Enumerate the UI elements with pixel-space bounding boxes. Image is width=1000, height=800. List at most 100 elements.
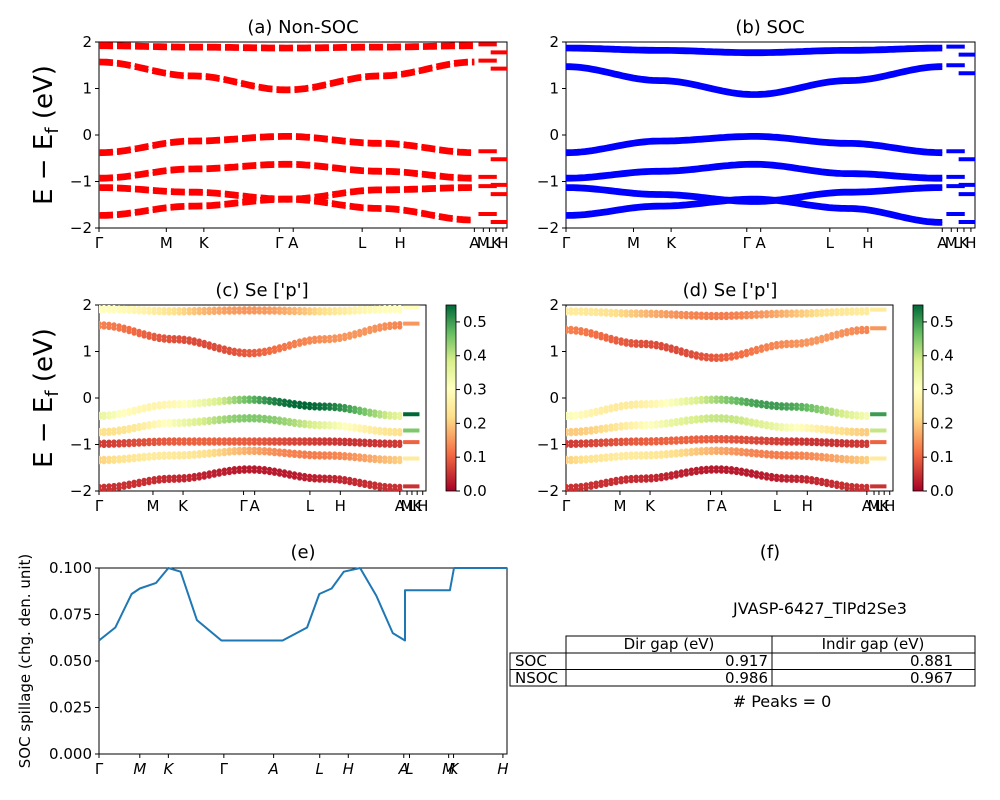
projection-dot [151,309,157,316]
projection-dot [241,398,247,404]
projection-dot [251,417,257,423]
projection-dot [291,440,298,446]
projection-dot [377,430,383,436]
projection-dot [568,442,574,448]
projection-dot [678,313,684,320]
projection-dot [151,479,157,485]
projection-dot [126,329,132,335]
projection-dot [608,426,614,432]
projection-dot [713,417,720,423]
projection-dot [261,399,268,405]
projection-dot [367,428,373,434]
projection-dot [794,426,800,432]
band-line [566,198,943,226]
projection-dot [211,472,217,478]
projection-dot [186,454,192,460]
projection-dot [236,398,242,405]
projection-dot [648,423,654,430]
projection-dot [623,454,629,461]
projection-dot [789,312,795,318]
projection-dot [201,310,207,316]
projection-dot [683,471,689,477]
projection-dot [748,350,755,356]
projection-dot [598,335,604,341]
projection-dot [583,331,589,337]
projection-dot [708,417,715,423]
projection-dot [216,440,222,446]
projection-dot [146,455,152,461]
projection-dot [834,483,840,489]
projection-dot [764,403,770,410]
projection-dot [297,310,303,316]
projection-dot [854,486,860,491]
projection-dot [206,419,212,425]
projection-dot [221,348,227,354]
projection-dot [864,328,870,335]
projection-dot [658,402,664,408]
projection-dot [779,312,785,318]
projection-dot [226,469,232,476]
projection-dot [307,440,313,446]
projection-dot [718,417,725,423]
projection-dot [859,310,865,316]
projection-dot [864,414,870,421]
projection-dot [633,477,639,483]
projection-dot [181,338,187,344]
projection-dot [608,480,614,487]
projection-dot [608,407,614,413]
projection-dot [824,409,830,415]
projection-dot [738,470,745,476]
projection-dot [116,429,122,435]
projection-dot [367,442,373,448]
projection-dot [854,442,860,448]
colorbar-c: 0.5 0.4 0.3 0.2 0.1 0.0 [445,304,487,500]
colorbar-tick: 0.4 [930,347,954,365]
projection-dot [281,345,288,352]
projection-dot [713,438,720,444]
kpoint-label: K [959,234,970,252]
projection-dot [583,430,589,436]
projection-dot [698,399,705,405]
projection-dot [352,408,358,414]
projection-dot [111,442,117,448]
projection-dot [824,428,830,434]
projection-dot [101,324,107,330]
projection-dot [387,324,393,331]
projection-dot [733,354,740,360]
projection-dot [566,487,569,491]
projection-dot [583,413,589,419]
projection-dot [186,339,192,345]
projection-dot [256,468,262,474]
row-label-nsoc: NSOC [515,669,558,687]
kpoint-label: K [879,497,890,515]
projection-dot [286,473,293,479]
projection-dot [327,424,333,430]
projection-dot [764,439,770,446]
projection-dot [261,440,268,446]
projection-dot [251,309,257,315]
kpoint-label: K [666,234,677,252]
projection-dot [703,356,710,362]
projection-dot [286,421,293,427]
projection-dot [131,482,137,488]
projection-dot [251,440,257,446]
projection-dot [774,440,780,446]
ytick-label: 2 [549,33,559,51]
projection-dot [387,442,393,448]
projection-dot [593,333,599,339]
projection-dot [387,308,393,314]
projection-dot [628,478,634,484]
projection-dot [256,417,262,423]
projection-dot [799,454,805,460]
ytick-label: −2 [537,219,559,237]
projection-dot [297,341,303,347]
ytick-label: 0.025 [49,699,92,717]
projection-dot [859,431,865,437]
projection-dot [206,473,212,479]
projection-dot [864,459,870,465]
projection-dot [698,438,705,444]
projection-dot [191,310,197,316]
colorbar-gradient [912,304,924,492]
projection-dot [678,420,684,426]
projection-dot [106,486,112,491]
